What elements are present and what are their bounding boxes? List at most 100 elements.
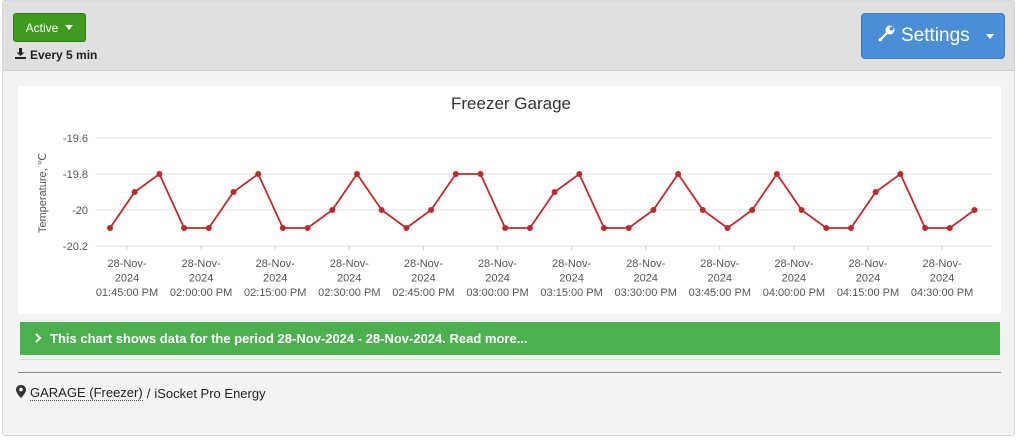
x-tick-label: 2024 <box>115 273 139 285</box>
y-tick-label: -19.8 <box>63 169 88 181</box>
x-tick-label: 28-Nov- <box>182 258 221 270</box>
map-marker-icon <box>16 385 26 401</box>
x-tick-label: 28-Nov- <box>404 258 443 270</box>
x-tick-label: 28-Nov- <box>923 258 962 270</box>
temperature-chart: Freezer Garage Temperature, ℃ -19.6 -19.8… <box>37 94 991 299</box>
x-tick-label: 04:15:00 PM <box>837 287 899 299</box>
data-point[interactable] <box>946 225 953 231</box>
data-point[interactable] <box>675 171 682 177</box>
x-tick-label: 28-Nov- <box>626 258 665 270</box>
data-point[interactable] <box>156 171 163 177</box>
settings-label: Settings <box>901 25 970 46</box>
x-tick-label: 28-Nov- <box>552 258 591 270</box>
settings-button[interactable]: Settings <box>861 13 1005 59</box>
data-point[interactable] <box>526 225 533 231</box>
data-point[interactable] <box>872 189 879 195</box>
data-point[interactable] <box>922 225 929 231</box>
x-tick-label: 04:00:00 PM <box>763 287 825 299</box>
x-tick-label: 03:30:00 PM <box>615 287 677 299</box>
x-tick-label: 2024 <box>633 273 657 285</box>
x-tick-label: 28-Nov- <box>774 258 813 270</box>
data-point[interactable] <box>230 189 237 195</box>
data-point[interactable] <box>576 171 583 177</box>
data-point[interactable] <box>205 225 212 231</box>
data-point[interactable] <box>477 171 484 177</box>
x-tick-label: 28-Nov- <box>700 258 739 270</box>
download-icon <box>15 48 26 62</box>
period-info-banner[interactable]: This chart shows data for the period 28-… <box>20 322 1000 355</box>
data-point[interactable] <box>279 225 286 231</box>
status-dropdown-button[interactable]: Active <box>13 13 86 42</box>
caret-down-icon <box>65 25 74 30</box>
data-point[interactable] <box>971 207 978 213</box>
x-tick-label: 2024 <box>411 273 435 285</box>
wrench-icon <box>878 25 895 48</box>
x-tick-label: 2024 <box>708 273 732 285</box>
x-tick-label: 28-Nov- <box>256 258 295 270</box>
data-point[interactable] <box>773 171 780 177</box>
data-point[interactable] <box>848 225 854 231</box>
data-point[interactable] <box>354 171 360 177</box>
data-point[interactable] <box>699 207 706 213</box>
banner-underline <box>20 359 1000 360</box>
y-tick-label: -19.6 <box>63 133 88 145</box>
data-point[interactable] <box>724 225 731 231</box>
data-point[interactable] <box>329 207 336 213</box>
chevron-right-icon <box>34 331 42 346</box>
data-point[interactable] <box>403 225 410 231</box>
x-tick-label: 03:00:00 PM <box>466 287 528 299</box>
x-tick-label: 02:45:00 PM <box>392 287 454 299</box>
banner-text: This chart shows data for the period 28-… <box>50 331 528 346</box>
x-tick-label: 02:15:00 PM <box>244 287 306 299</box>
data-point[interactable] <box>378 207 385 213</box>
data-point[interactable] <box>897 171 904 177</box>
device-footer: GARAGE (Freezer) / iSocket Pro Energy <box>16 385 266 401</box>
y-tick-label: -20 <box>72 205 88 217</box>
data-point[interactable] <box>823 225 830 231</box>
x-tick-label: 2024 <box>930 273 954 285</box>
x-tick-label: 2024 <box>559 273 583 285</box>
toolbar: Active Every 5 min S <box>3 1 1014 71</box>
data-point[interactable] <box>304 225 311 231</box>
caret-down-icon <box>985 33 994 39</box>
interval-info: Every 5 min <box>15 48 97 62</box>
x-tick-label: 01:45:00 PM <box>96 287 158 299</box>
data-point[interactable] <box>107 225 113 231</box>
x-tick-label: 03:15:00 PM <box>540 287 602 299</box>
x-tick-label: 02:30:00 PM <box>318 287 380 299</box>
x-tick-label: 02:00:00 PM <box>170 287 232 299</box>
data-point[interactable] <box>452 171 459 177</box>
x-tick-label: 2024 <box>485 273 509 285</box>
data-point[interactable] <box>551 189 558 195</box>
device-link[interactable]: GARAGE (Freezer) <box>30 385 143 401</box>
data-point[interactable] <box>798 207 805 213</box>
y-tick-label: -20.2 <box>63 241 88 253</box>
data-point[interactable] <box>650 207 657 213</box>
x-tick-label: 2024 <box>337 273 361 285</box>
x-tick-label: 2024 <box>263 273 287 285</box>
series-line <box>109 172 976 230</box>
data-point[interactable] <box>625 225 632 231</box>
data-point[interactable] <box>181 225 188 231</box>
x-tick-label: 28-Nov- <box>107 258 146 270</box>
y-axis-label: Temperature, ℃ <box>37 153 49 233</box>
x-tick-label: 03:45:00 PM <box>689 287 751 299</box>
x-tick-label: 28-Nov- <box>330 258 369 270</box>
main-panel: Active Every 5 min S <box>2 0 1015 436</box>
x-tick-label: 28-Nov- <box>478 258 517 270</box>
data-point[interactable] <box>131 189 138 195</box>
status-label: Active <box>25 20 59 35</box>
interval-label: Every 5 min <box>30 48 98 62</box>
data-point[interactable] <box>428 207 435 213</box>
footer-separator: / <box>146 385 151 401</box>
device-type: iSocket Pro Energy <box>154 385 266 401</box>
x-tick-label: 2024 <box>856 273 880 285</box>
x-tick-label: 28-Nov- <box>848 258 887 270</box>
data-point[interactable] <box>255 171 262 177</box>
data-point[interactable] <box>502 225 509 231</box>
data-point[interactable] <box>601 225 607 231</box>
chart-title: Freezer Garage <box>451 94 571 113</box>
data-point[interactable] <box>749 207 756 213</box>
chart-panel: Freezer Garage Temperature, ℃ -19.6 -19.8… <box>18 86 1001 314</box>
x-tick-label: 2024 <box>189 273 213 285</box>
